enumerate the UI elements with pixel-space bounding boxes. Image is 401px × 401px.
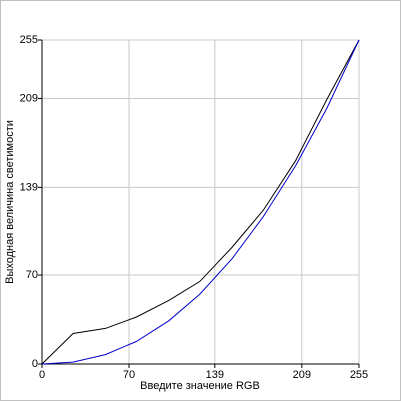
series-line	[41, 39, 360, 365]
x-tick-label: 209	[293, 369, 311, 381]
y-tick-label: 0	[32, 358, 38, 370]
x-tick-label: 0	[39, 369, 45, 381]
y-axis-label: Выходная величина светимости	[4, 120, 16, 284]
x-tick-label: 139	[206, 369, 224, 381]
x-tick-label: 70	[123, 369, 135, 381]
y-tick-label: 139	[20, 181, 38, 193]
series-line	[41, 39, 360, 365]
y-tick-label: 255	[20, 34, 38, 46]
y-tick-label: 209	[20, 92, 38, 104]
y-tick-label: 70	[26, 269, 38, 281]
x-axis-label: Введите значение RGB	[140, 380, 260, 392]
x-tick-label: 255	[350, 369, 368, 381]
